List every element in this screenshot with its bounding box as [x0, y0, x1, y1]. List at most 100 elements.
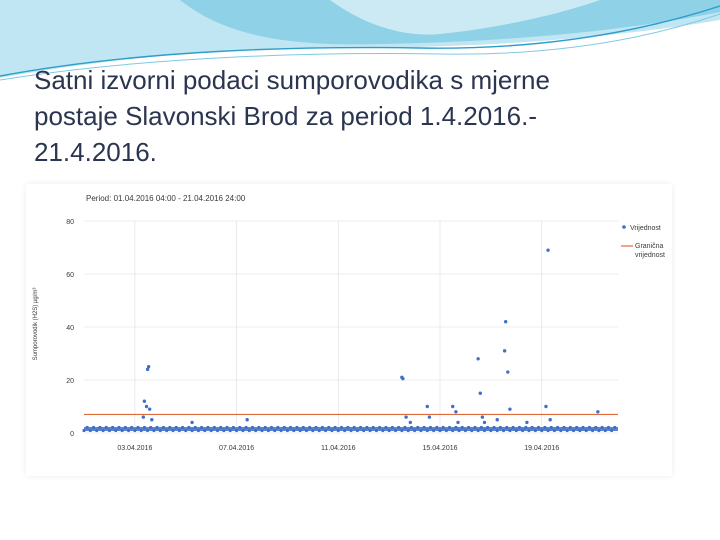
baseline-point	[158, 428, 162, 433]
baseline-point	[355, 428, 359, 433]
points-layer	[82, 248, 618, 433]
baseline-point	[308, 425, 312, 430]
baseline-point	[425, 428, 429, 433]
baseline-point	[161, 425, 166, 430]
data-point	[506, 370, 510, 374]
baseline-point	[212, 425, 216, 430]
baseline-point	[489, 428, 493, 433]
baseline-point	[559, 428, 563, 433]
baseline-point	[473, 425, 477, 430]
baseline-point	[374, 428, 379, 433]
baseline-point	[384, 425, 388, 430]
data-point	[502, 349, 507, 353]
baseline-point	[244, 425, 248, 430]
baseline-point	[352, 425, 356, 430]
baseline-point	[362, 428, 366, 433]
data-point	[404, 415, 408, 419]
baseline-point	[101, 428, 105, 433]
baseline-point	[320, 425, 324, 430]
baseline-point	[540, 428, 544, 433]
baseline-point	[254, 428, 258, 433]
x-tick-label: 19.04.2016	[524, 445, 559, 452]
baseline-point	[193, 425, 197, 430]
x-tick-label: 07.04.2016	[219, 445, 254, 452]
baseline-point	[492, 425, 496, 430]
baseline-point	[304, 428, 309, 433]
baseline-point	[91, 425, 96, 430]
baseline-point	[165, 428, 169, 433]
baseline-point	[536, 425, 541, 430]
baseline-point	[196, 428, 201, 433]
data-point	[150, 418, 154, 422]
baseline-point	[107, 428, 112, 433]
baseline-point	[533, 428, 537, 433]
baseline-point	[111, 425, 115, 430]
data-point	[596, 410, 600, 414]
data-point	[454, 410, 458, 414]
chart-title: Period: 01.04.2016 04:00 - 21.04.2016 24…	[86, 194, 246, 203]
baseline-point	[556, 425, 560, 430]
baseline-point	[505, 425, 509, 430]
baseline-point	[343, 428, 347, 433]
data-point	[145, 367, 150, 372]
baseline-point	[371, 425, 375, 430]
baseline-point	[327, 425, 331, 430]
baseline-point	[231, 425, 235, 430]
baseline-point	[104, 425, 108, 430]
baseline-point	[95, 428, 99, 433]
y-tick-label: 80	[66, 219, 74, 226]
baseline-point	[273, 428, 277, 433]
baseline-point	[333, 425, 337, 430]
baseline-point	[203, 428, 207, 433]
baseline-point	[470, 428, 474, 433]
data-point	[147, 407, 152, 411]
data-point	[141, 415, 146, 419]
baseline-point	[298, 428, 302, 433]
baseline-point	[330, 428, 334, 433]
baseline-point	[174, 425, 178, 430]
data-point	[142, 399, 147, 403]
baseline-point	[565, 428, 569, 433]
data-point	[546, 248, 550, 252]
x-tick-labels: 03.04.2016 07.04.2016 11.04.2016 15.04.2016…	[117, 445, 559, 452]
baseline-point	[543, 425, 547, 430]
baseline-point	[339, 425, 344, 430]
baseline-point	[206, 425, 210, 430]
baseline-point	[336, 428, 340, 433]
data-point	[503, 320, 508, 324]
baseline-point	[180, 425, 185, 430]
baseline-point	[289, 425, 293, 430]
baseline-point	[130, 425, 134, 430]
baseline-point	[514, 428, 518, 433]
y-axis-label: Sumporovodik (H2S) µg/m³	[33, 288, 39, 361]
baseline-point	[317, 428, 321, 433]
y-tick-labels: 0 20 40 60 80	[66, 219, 74, 438]
baseline-point	[368, 428, 372, 433]
baseline-point	[387, 428, 391, 433]
slide-header-waves	[0, 0, 720, 81]
baseline-point	[613, 425, 617, 430]
baseline-point	[301, 425, 305, 430]
baseline-point	[168, 425, 172, 430]
baseline-point	[279, 428, 283, 433]
baseline-point	[295, 425, 299, 430]
baseline-point	[222, 428, 226, 433]
baseline-point	[444, 428, 448, 433]
data-point	[408, 420, 413, 425]
baseline-point	[587, 425, 591, 430]
baseline-point	[228, 428, 232, 433]
y-tick-label: 20	[66, 378, 74, 385]
baseline-point	[260, 428, 264, 433]
baseline-point	[120, 428, 124, 433]
baseline-point	[575, 425, 579, 430]
baseline-point	[225, 425, 229, 430]
baseline-point	[416, 425, 420, 430]
baseline-point	[479, 425, 483, 430]
data-point	[451, 404, 455, 409]
baseline-point	[85, 425, 89, 430]
baseline-point	[447, 425, 452, 430]
data-point	[190, 420, 194, 425]
data-point	[425, 404, 429, 409]
baseline-point	[435, 425, 439, 430]
baseline-point	[142, 425, 146, 430]
